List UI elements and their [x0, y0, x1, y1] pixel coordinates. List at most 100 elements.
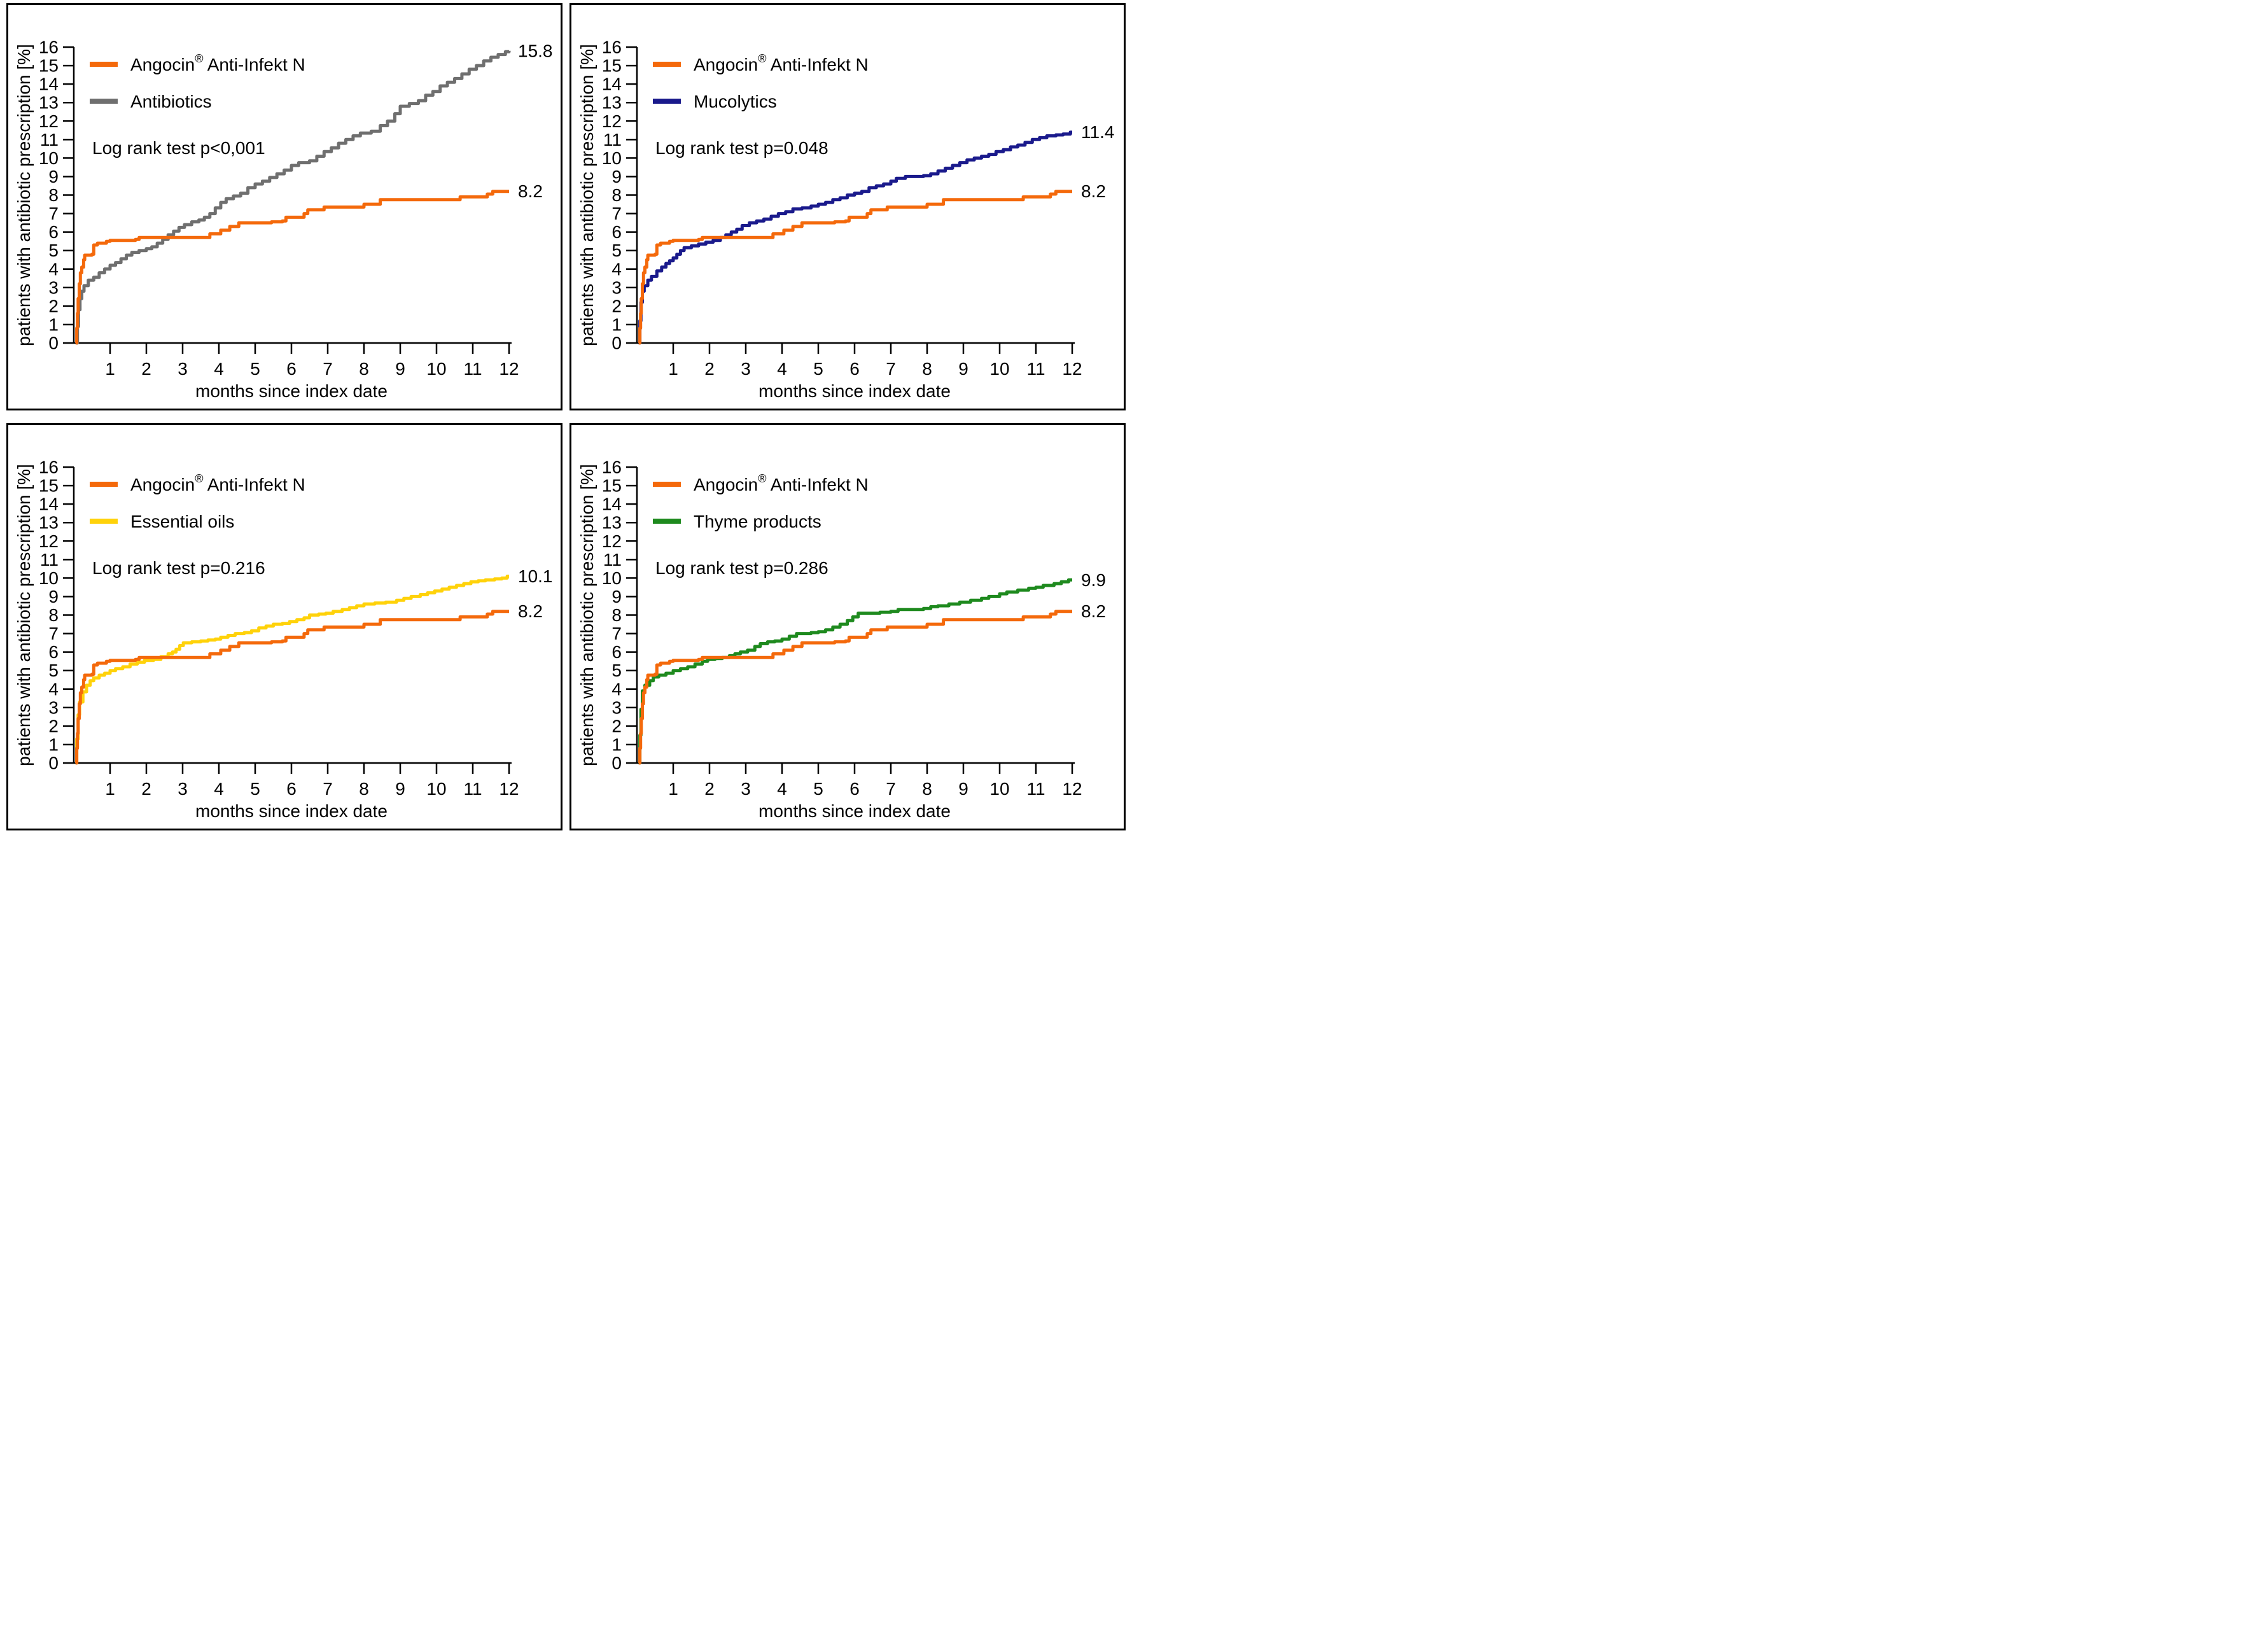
x-tick-label: 6 — [286, 779, 297, 799]
y-tick-label: 3 — [611, 277, 622, 297]
y-tick-label: 6 — [611, 222, 622, 242]
y-tick-label: 0 — [611, 333, 622, 353]
x-axis-title: months since index date — [758, 801, 951, 821]
y-tick-label: 16 — [602, 458, 622, 477]
y-tick-label: 2 — [611, 296, 622, 316]
x-tick-label: 2 — [141, 359, 151, 379]
y-tick-label: 7 — [48, 624, 59, 643]
y-tick-label: 10 — [39, 568, 59, 588]
y-tick-label: 8 — [48, 605, 59, 625]
end-label-essential-oils: 10.1 — [518, 566, 553, 586]
panel-top-left: 0 1 2 3 4 5 6 7 8 9 10 11 12 13 14 15 16 1 2 3 4 5 6 7 8 9 10 11 12 p… — [6, 3, 562, 410]
x-tick-label: 2 — [704, 359, 715, 379]
y-tick-label: 13 — [602, 513, 622, 533]
x-tick-label: 9 — [395, 359, 405, 379]
y-tick-label: 7 — [611, 624, 622, 643]
y-axis-title: patients with antibiotic prescription [%… — [14, 464, 34, 766]
panel-bottom-right: 0 1 2 3 4 5 6 7 8 9 10 11 12 13 14 15 16 1 2 3 4 5 6 7 8 9 10 11 12 p… — [569, 423, 1126, 830]
y-tick-label: 12 — [39, 111, 59, 131]
x-tick-label: 8 — [359, 359, 369, 379]
x-tick-label: 3 — [178, 779, 188, 799]
x-tick-label: 3 — [741, 359, 751, 379]
y-tick-label: 5 — [48, 241, 59, 260]
x-tick-label: 7 — [886, 779, 896, 799]
end-label-thyme: 9.9 — [1081, 570, 1106, 590]
end-label-angocin: 8.2 — [518, 181, 543, 201]
panel-top-right: 0 1 2 3 4 5 6 7 8 9 10 11 12 13 14 15 16 1 2 3 4 5 6 7 8 9 10 11 12 p… — [569, 3, 1126, 410]
y-tick-label: 5 — [611, 661, 622, 680]
x-tick-label: 7 — [323, 779, 333, 799]
legend-label-text: Anti-Infekt N — [203, 475, 305, 494]
x-tick-label: 2 — [141, 779, 151, 799]
y-tick-label: 1 — [48, 314, 59, 334]
y-tick-label: 16 — [39, 38, 59, 57]
y-tick-label: 0 — [48, 333, 59, 353]
x-tick-label: 8 — [359, 779, 369, 799]
x-tick-label: 12 — [1062, 779, 1082, 799]
x-tick-label: 4 — [777, 359, 787, 379]
registered-trademark-symbol: ® — [195, 472, 203, 485]
x-tick-label: 11 — [463, 779, 482, 799]
y-tick-label: 4 — [611, 259, 622, 279]
x-tick-label: 10 — [426, 779, 446, 799]
legend-label-text: Thyme products — [694, 512, 821, 531]
y-axis-title: patients with antibiotic prescription [%… — [577, 464, 597, 766]
end-label-antibiotics: 15.8 — [518, 41, 553, 60]
legend-label-text: Antibiotics — [130, 92, 212, 111]
y-tick-label: 14 — [602, 74, 622, 94]
x-tick-label: 5 — [250, 779, 260, 799]
end-label-angocin: 8.2 — [1081, 601, 1106, 621]
x-tick-label: 3 — [178, 359, 188, 379]
curve-thyme — [638, 578, 1072, 765]
legend-label-text: Angocin — [694, 475, 758, 494]
y-tick-label: 9 — [48, 167, 59, 186]
x-tick-label: 3 — [741, 779, 751, 799]
y-tick-label: 5 — [611, 241, 622, 260]
y-tick-label: 10 — [39, 148, 59, 168]
curve-angocin — [75, 190, 509, 345]
x-tick-label: 1 — [105, 359, 115, 379]
legend-label-text: Anti-Infekt N — [766, 475, 868, 494]
x-tick-label: 9 — [958, 359, 968, 379]
log-rank-annotation: Log rank test p<0,001 — [92, 138, 265, 158]
log-rank-annotation: Log rank test p=0.216 — [92, 558, 265, 578]
x-tick-label: 5 — [250, 359, 260, 379]
x-tick-label: 12 — [1062, 359, 1082, 379]
x-tick-label: 9 — [958, 779, 968, 799]
x-tick-label: 10 — [989, 779, 1009, 799]
registered-trademark-symbol: ® — [758, 52, 766, 65]
x-tick-label: 1 — [668, 359, 678, 379]
x-axis-title: months since index date — [195, 801, 388, 821]
x-tick-label: 5 — [813, 359, 823, 379]
log-rank-annotation: Log rank test p=0.048 — [655, 138, 828, 158]
x-tick-label: 12 — [499, 359, 519, 379]
curve-angocin — [75, 610, 509, 765]
curve-antibiotics — [76, 50, 511, 345]
y-tick-label: 14 — [39, 74, 59, 94]
x-tick-label: 10 — [989, 359, 1009, 379]
legend-label-thyme: Thyme products — [694, 512, 821, 531]
y-tick-label: 0 — [611, 753, 622, 773]
page: { "page": {"background": "#ffffff", "lay… — [6, 3, 1126, 830]
y-tick-label: 5 — [48, 661, 59, 680]
y-tick-label: 9 — [611, 167, 622, 186]
y-tick-label: 12 — [602, 111, 622, 131]
y-tick-label: 16 — [39, 458, 59, 477]
y-tick-label: 0 — [48, 753, 59, 773]
x-tick-label: 10 — [426, 359, 446, 379]
x-tick-label: 8 — [922, 779, 932, 799]
y-tick-label: 6 — [48, 642, 59, 662]
x-tick-label: 2 — [704, 779, 715, 799]
registered-trademark-symbol: ® — [195, 52, 203, 65]
y-tick-label: 11 — [40, 130, 59, 150]
y-tick-label: 15 — [39, 476, 59, 496]
y-tick-label: 15 — [602, 476, 622, 496]
end-label-angocin: 8.2 — [518, 601, 543, 621]
x-tick-label: 8 — [922, 359, 932, 379]
legend-label-text: Essential oils — [130, 512, 234, 531]
legend-label-text: Anti-Infekt N — [766, 55, 868, 74]
x-axis-title: months since index date — [758, 381, 951, 401]
